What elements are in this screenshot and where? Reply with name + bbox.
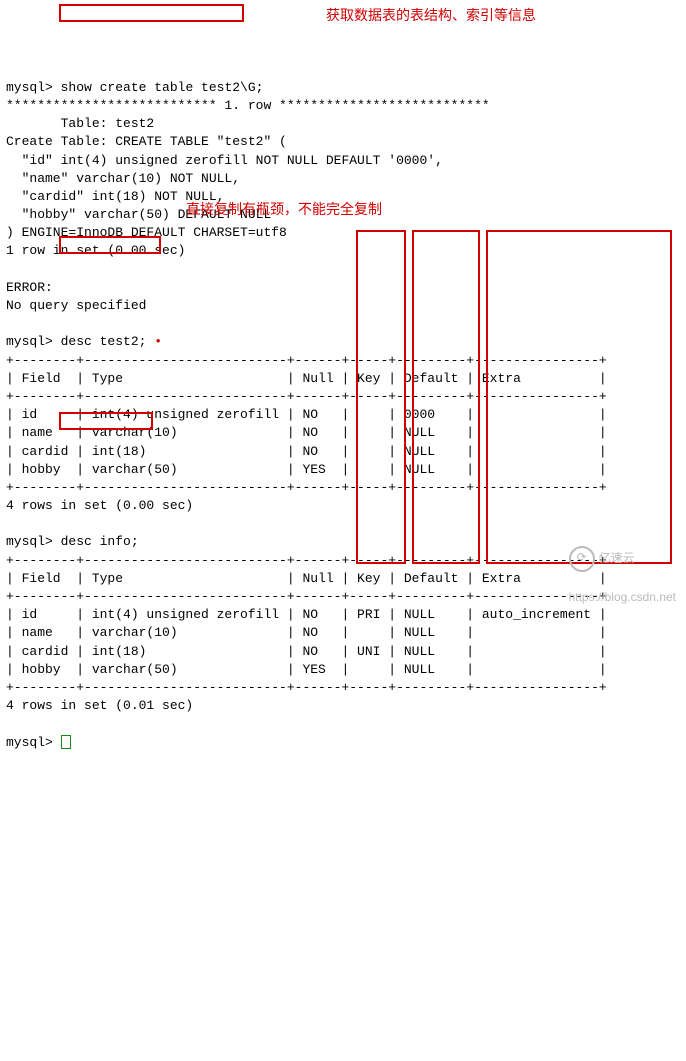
highlight-box-cmd3 (59, 412, 153, 430)
table-row: | id | int(4) unsigned zerofill | NO | P… (6, 607, 607, 622)
highlight-box-extra-column (486, 230, 672, 564)
highlight-box-cmd2 (59, 236, 161, 254)
table-name-line: Table: test2 (6, 116, 154, 131)
error-label: ERROR: (6, 280, 53, 295)
table-sep: +--------+--------------------------+---… (6, 589, 607, 604)
command-show-create: show create table test2\G; (61, 80, 264, 95)
highlight-box-key-column (356, 230, 406, 564)
command-desc-test2: desc test2; (61, 334, 147, 349)
highlight-box-cmd1 (59, 4, 244, 22)
table-row: | cardid | int(18) | NO | UNI | NULL | | (6, 644, 607, 659)
prompt: mysql> (6, 80, 53, 95)
annotation-1: 获取数据表的表结构、索引等信息 (326, 6, 536, 26)
create-line: "name" varchar(10) NOT NULL, (6, 171, 240, 186)
command-desc-info: desc info; (61, 534, 139, 549)
highlight-box-default-column (412, 230, 480, 564)
watermark-logo-icon: ⟳ (569, 546, 595, 572)
create-line: "id" int(4) unsigned zerofill NOT NULL D… (6, 153, 443, 168)
row-separator: *************************** 1. row *****… (6, 98, 490, 113)
no-query-line: No query specified (6, 298, 146, 313)
create-line: Create Table: CREATE TABLE "test2" ( (6, 134, 287, 149)
annotation-2: 直接复制有瓶颈，不能完全复制 (186, 200, 382, 220)
rows-result: 4 rows in set (0.00 sec) (6, 498, 193, 513)
table-row: | hobby | varchar(50) | YES | | NULL | | (6, 662, 607, 677)
watermark-brand: 亿速云 (599, 552, 635, 566)
prompt: mysql> (6, 534, 53, 549)
rows-result: 4 rows in set (0.01 sec) (6, 698, 193, 713)
table-sep: +--------+--------------------------+---… (6, 680, 607, 695)
table-header: | Field | Type | Null | Key | Default | … (6, 571, 607, 586)
watermark: ⟳ 亿速云 https://blog.csdn.net (562, 530, 676, 606)
prompt: mysql> (6, 735, 53, 750)
watermark-url: https://blog.csdn.net (569, 590, 676, 604)
prompt: mysql> (6, 334, 53, 349)
cursor[interactable] (61, 735, 71, 749)
table-row: | name | varchar(10) | NO | | NULL | | (6, 625, 607, 640)
